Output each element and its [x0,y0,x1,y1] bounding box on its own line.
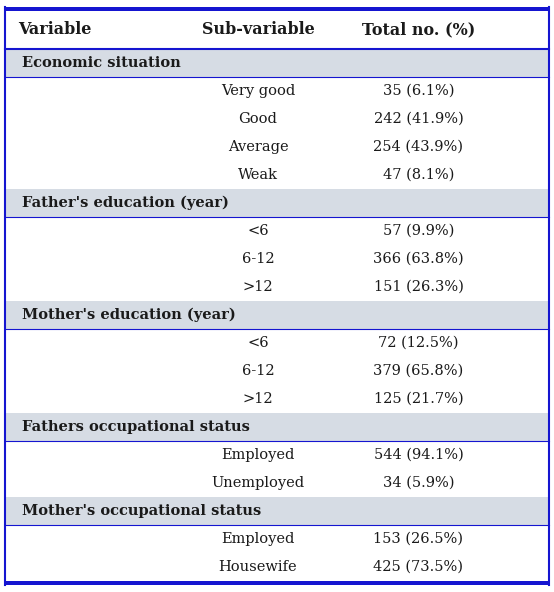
Text: Fathers occupational status: Fathers occupational status [22,420,249,434]
Text: 153 (26.5%): 153 (26.5%) [373,532,464,546]
Bar [5,329,549,357]
Text: 425 (73.5%): 425 (73.5%) [373,560,464,574]
Text: Father's education (year): Father's education (year) [22,196,228,210]
Bar [5,357,549,385]
Bar [5,441,549,469]
Text: Mother's occupational status: Mother's occupational status [22,504,261,518]
Bar [5,217,549,245]
Text: Unemployed: Unemployed [212,476,305,490]
Bar [5,49,549,77]
Text: >12: >12 [243,280,273,294]
Text: >12: >12 [243,392,273,406]
Text: 366 (63.8%): 366 (63.8%) [373,252,464,266]
Bar [5,7,549,11]
Text: Total no. (%): Total no. (%) [362,21,475,38]
Bar [5,413,549,441]
Text: 35 (6.1%): 35 (6.1%) [383,84,454,98]
Bar [5,581,549,585]
Text: Housewife: Housewife [219,560,297,574]
Text: 34 (5.9%): 34 (5.9%) [383,476,454,490]
Text: 242 (41.9%): 242 (41.9%) [373,112,463,126]
Bar [5,553,549,581]
Text: Mother's education (year): Mother's education (year) [22,308,235,322]
Text: Good: Good [239,112,278,126]
Text: 151 (26.3%): 151 (26.3%) [373,280,463,294]
Bar [5,525,549,553]
Text: Average: Average [228,140,288,154]
Text: 72 (12.5%): 72 (12.5%) [378,336,459,350]
Bar [5,469,549,497]
Text: Sub-variable: Sub-variable [202,21,314,38]
Bar [5,189,549,217]
Bar [5,301,549,329]
Bar [5,77,549,105]
Text: 6-12: 6-12 [242,364,274,378]
Text: Employed: Employed [221,532,295,546]
Bar [5,385,549,413]
Text: Weak: Weak [238,168,278,182]
Text: 254 (43.9%): 254 (43.9%) [373,140,464,154]
Bar [5,161,549,189]
Bar [5,245,549,273]
Text: Variable: Variable [19,21,92,38]
Text: 57 (9.9%): 57 (9.9%) [383,224,454,238]
Bar [5,273,549,301]
Bar [5,11,549,49]
Text: 125 (21.7%): 125 (21.7%) [373,392,463,406]
Text: 379 (65.8%): 379 (65.8%) [373,364,464,378]
Text: <6: <6 [247,336,269,350]
Text: 6-12: 6-12 [242,252,274,266]
Text: <6: <6 [247,224,269,238]
Text: 47 (8.1%): 47 (8.1%) [383,168,454,182]
Bar [5,133,549,161]
Text: Employed: Employed [221,448,295,462]
Text: Very good: Very good [221,84,295,98]
Bar [5,105,549,133]
Bar [5,497,549,525]
Text: Economic situation: Economic situation [22,56,181,70]
Text: 544 (94.1%): 544 (94.1%) [373,448,463,462]
